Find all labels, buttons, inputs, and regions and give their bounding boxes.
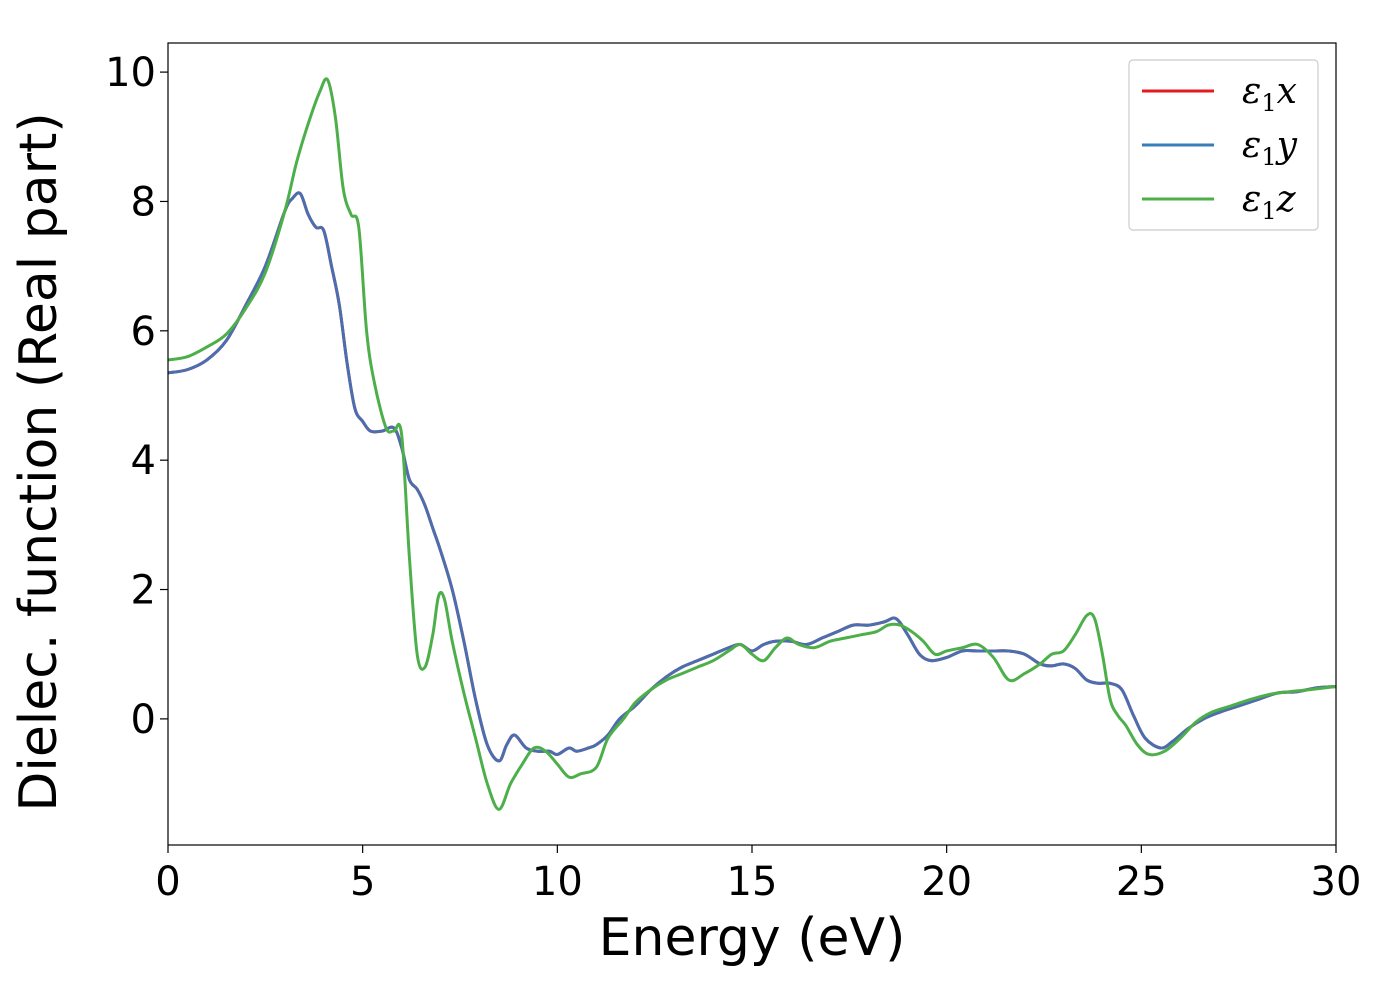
x-tick-label: 30 — [1311, 859, 1362, 905]
ticks-layer: 0 5 10 15 20 25 30 0 2 4 6 8 10 — [105, 50, 1361, 905]
legend: ε1x ε1y ε1z — [1128, 59, 1319, 231]
x-tick-label: 25 — [1116, 859, 1167, 905]
x-tick-label: 20 — [921, 859, 972, 905]
x-axis-label: Energy (eV) — [599, 908, 906, 968]
legend-label-ey: ε1y — [1242, 125, 1298, 171]
x-tick-label: 10 — [532, 859, 583, 905]
series-line-ex — [168, 191, 1336, 763]
y-tick-label: 4 — [131, 438, 156, 484]
series-line-ey — [168, 191, 1336, 763]
legend-box — [1128, 59, 1319, 231]
y-axis-label: Dielec. function (Real part) — [9, 112, 69, 811]
x-tick-label: 15 — [727, 859, 778, 905]
legend-label-ex: ε1x — [1242, 71, 1297, 117]
series-line-ez — [168, 77, 1336, 811]
x-tick-label: 0 — [155, 859, 180, 905]
y-tick-label: 6 — [131, 309, 156, 355]
legend-label-ez: ε1z — [1242, 179, 1297, 225]
y-tick-label: 2 — [131, 568, 156, 614]
y-tick-label: 10 — [105, 50, 156, 96]
x-tick-label: 5 — [350, 859, 375, 905]
y-tick-label: 0 — [131, 697, 156, 743]
y-tick-label: 8 — [131, 179, 156, 225]
series-layer — [168, 77, 1336, 811]
